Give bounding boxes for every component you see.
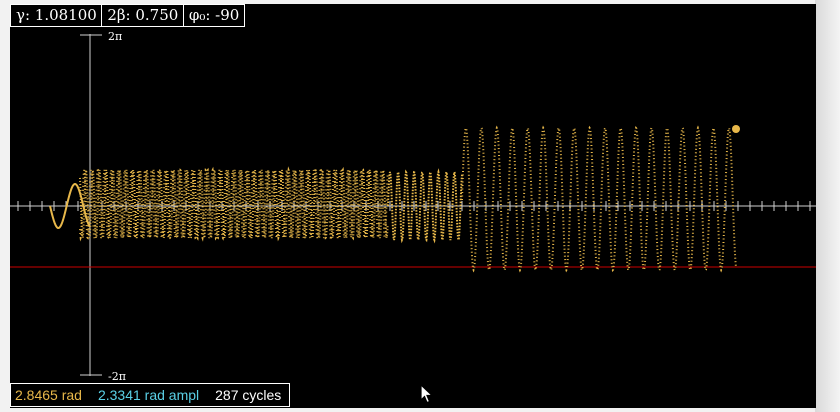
two-beta-param[interactable]: 2β: 0.750 — [101, 4, 185, 27]
rad-readout: 2.8465 rad — [15, 387, 82, 403]
angle-trace — [49, 125, 737, 273]
phi0-param[interactable]: φ₀: -90 — [182, 4, 246, 27]
trace-large-oscillation — [461, 125, 737, 273]
gamma-param[interactable]: γ: 1.08100 — [10, 4, 103, 27]
plot-svg: 2π -2π — [10, 30, 816, 383]
top-axis-label: 2π — [108, 30, 122, 43]
cycles-readout: 287 cycles — [215, 387, 282, 403]
parameter-bar: γ: 1.08100 2β: 0.750 φ₀: -90 — [10, 4, 246, 27]
trace-transition — [387, 168, 463, 244]
bottom-axis-label: -2π — [108, 370, 126, 383]
ampl-readout: 2.3341 rad ampl — [97, 387, 200, 403]
mouse-pointer-icon — [420, 384, 434, 404]
trace-head-dot — [732, 125, 740, 133]
horizontal-axis-ticks — [17, 201, 811, 211]
trace-dense-band — [79, 166, 389, 242]
phase-plot-canvas[interactable]: 2π -2π γ: 1.08100 2β: 0.750 φ₀: -90 2.84… — [10, 4, 816, 408]
status-bar: 2.8465 rad 2.3341 rad ampl 287 cycles — [10, 383, 291, 407]
window-edge — [815, 0, 840, 412]
trace-dense-band — [79, 166, 389, 242]
